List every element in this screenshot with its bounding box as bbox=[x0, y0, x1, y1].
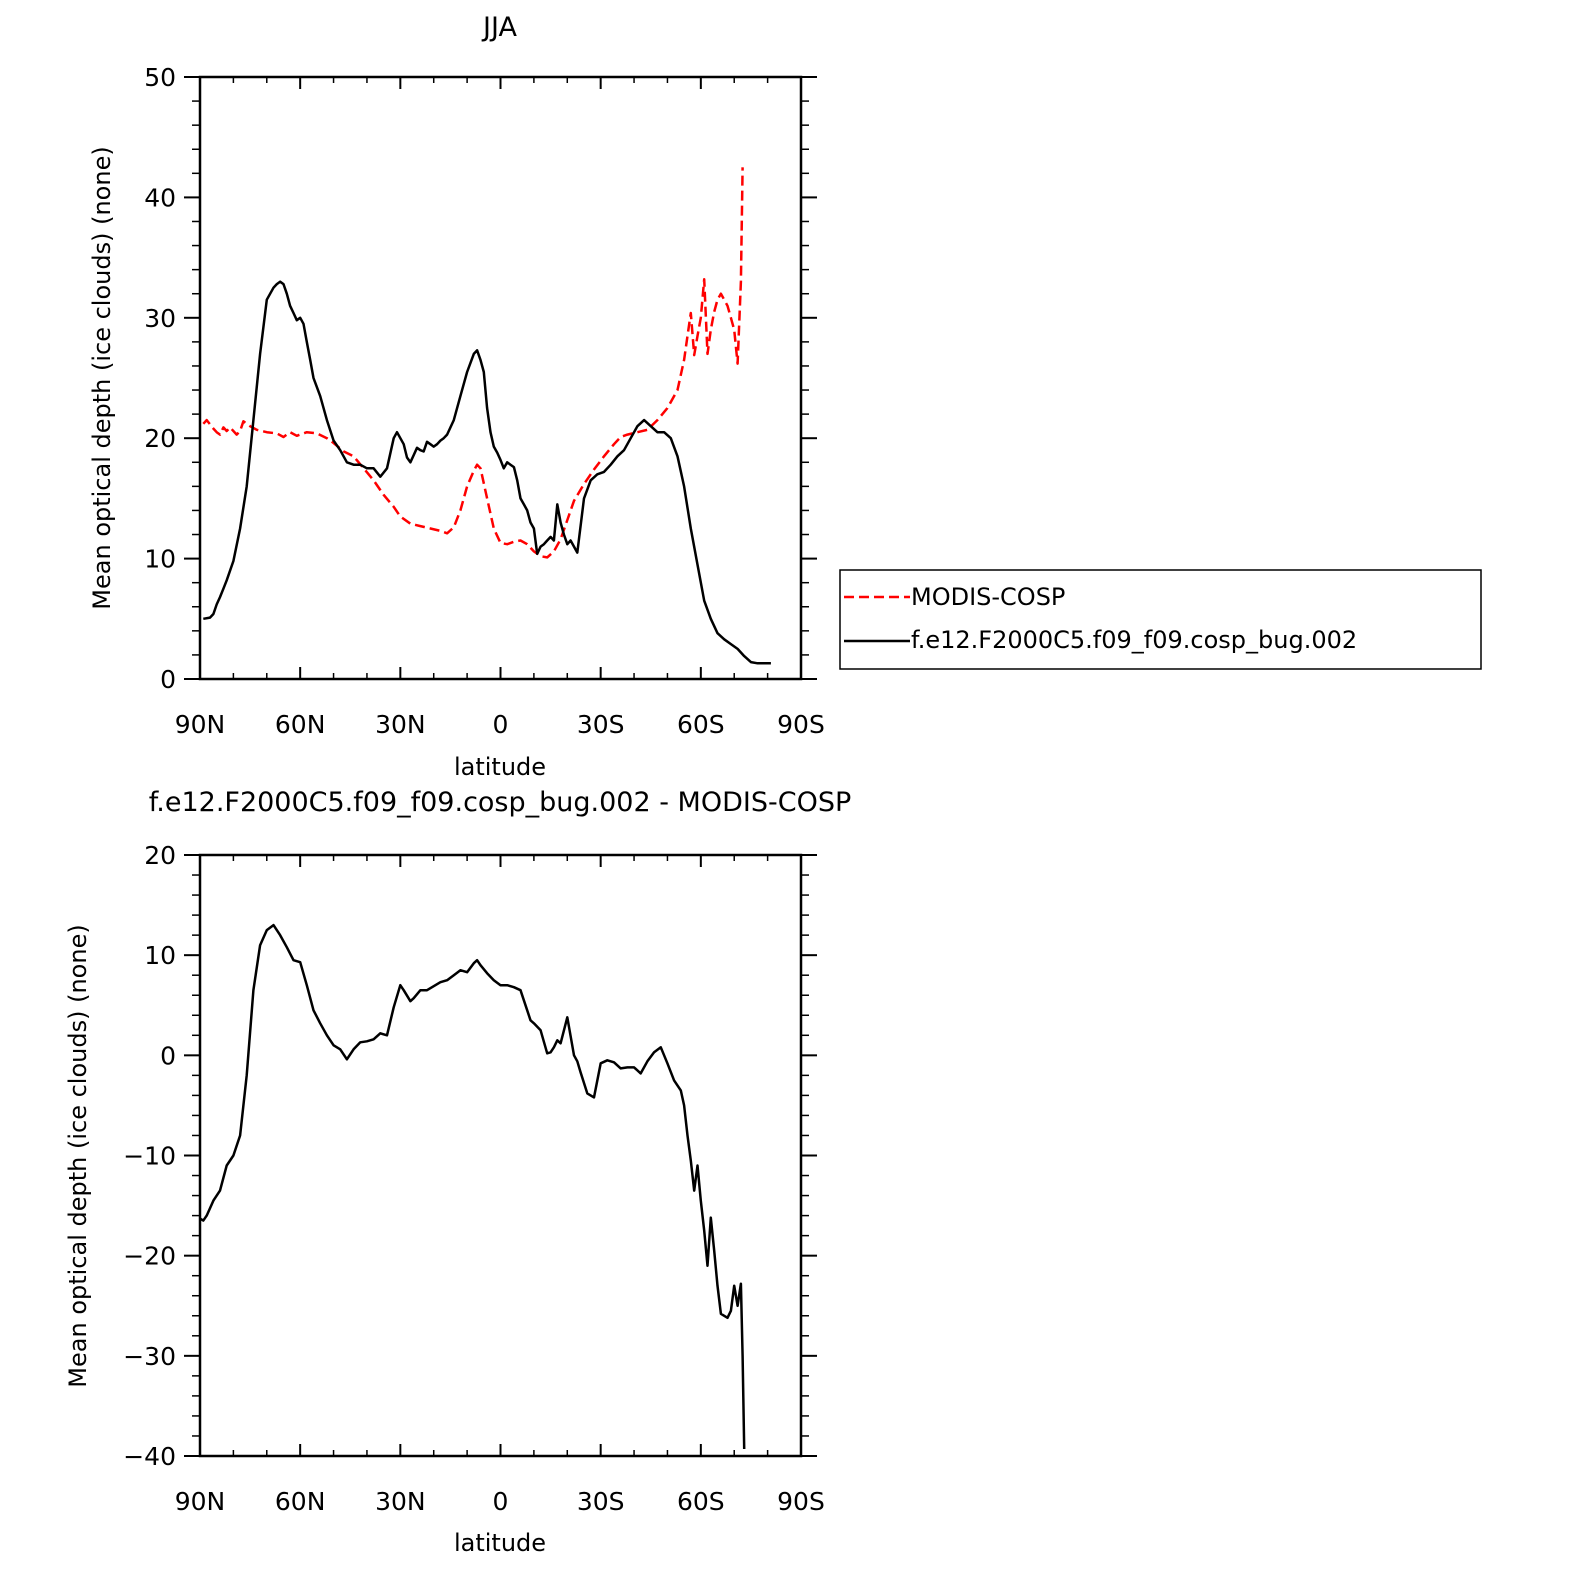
bottom-panel-series bbox=[199, 923, 746, 1450]
top-panel-title: JJA bbox=[481, 12, 517, 43]
top-x-tick-label: 90S bbox=[777, 710, 825, 739]
top-y-axis-title: Mean optical depth (ice clouds) (none) bbox=[88, 146, 116, 609]
top-y-tick-label: 30 bbox=[144, 304, 176, 333]
top-x-tick-label: 30N bbox=[375, 710, 426, 739]
top-y-tick-label: 20 bbox=[144, 424, 176, 453]
legend-label-modis-cosp: MODIS-COSP bbox=[911, 583, 1065, 611]
legend-box bbox=[839, 569, 1482, 670]
bottom-y-axis-title: Mean optical depth (ice clouds) (none) bbox=[64, 924, 92, 1387]
top-x-tick-label: 90N bbox=[175, 710, 226, 739]
bottom-x-tick-label: 30N bbox=[375, 1487, 426, 1516]
bottom-plot-frame bbox=[198, 853, 803, 1458]
top-y-tick-label: 0 bbox=[160, 665, 176, 694]
top-series-line-0 bbox=[202, 167, 744, 559]
bottom-y-tick-label: −10 bbox=[123, 1142, 176, 1171]
top-panel-ticks: 90N 60N 30N 0 30S 60S 90S 0 10 20 30 40 50 bbox=[144, 63, 825, 739]
top-x-tick-label: 30S bbox=[577, 710, 625, 739]
top-y-tick-label: 50 bbox=[144, 63, 176, 92]
bottom-y-tick-label: −40 bbox=[123, 1442, 176, 1471]
bottom-x-tick-label: 60N bbox=[275, 1487, 326, 1516]
top-x-tick-label: 60N bbox=[275, 710, 326, 739]
bottom-y-tick-label: −30 bbox=[123, 1342, 176, 1371]
bottom-y-tick-label: 20 bbox=[144, 841, 176, 870]
bottom-series-line-0 bbox=[199, 923, 746, 1450]
bottom-y-tick-label: 0 bbox=[160, 1041, 176, 1070]
bottom-panel-title: f.e12.F2000C5.f09_f09.cosp_bug.002 - MOD… bbox=[149, 787, 852, 818]
top-plot-frame bbox=[198, 75, 803, 681]
top-x-tick-label: 60S bbox=[677, 710, 725, 739]
top-x-tick-label: 0 bbox=[493, 710, 509, 739]
top-panel: JJA 90N 60N 30N 0 30S 60S 90S 0 10 20 30 40 50 latit… bbox=[88, 12, 1482, 781]
top-y-tick-label: 40 bbox=[144, 183, 176, 212]
top-y-tick-label: 10 bbox=[144, 545, 176, 574]
bottom-y-tick-label: 10 bbox=[144, 941, 176, 970]
legend-label-model: f.e12.F2000C5.f09_f09.cosp_bug.002 bbox=[911, 626, 1357, 654]
top-series-line-1 bbox=[203, 280, 771, 665]
bottom-x-tick-label: 60S bbox=[677, 1487, 725, 1516]
bottom-panel: f.e12.F2000C5.f09_f09.cosp_bug.002 - MOD… bbox=[64, 787, 851, 1557]
bottom-x-axis-title: latitude bbox=[454, 1529, 546, 1557]
bottom-y-tick-label: −20 bbox=[123, 1242, 176, 1271]
bottom-x-tick-label: 90S bbox=[777, 1487, 825, 1516]
bottom-x-tick-label: 0 bbox=[493, 1487, 509, 1516]
top-panel-series bbox=[202, 167, 771, 665]
top-x-axis-title: latitude bbox=[454, 753, 546, 781]
bottom-x-tick-label: 90N bbox=[175, 1487, 226, 1516]
top-panel-legend: MODIS-COSP f.e12.F2000C5.f09_f09.cosp_bu… bbox=[839, 569, 1482, 670]
bottom-x-tick-label: 30S bbox=[577, 1487, 625, 1516]
bottom-panel-ticks: 90N 60N 30N 0 30S 60S 90S −40 −30 −20 −10 0 10 20 bbox=[123, 841, 825, 1516]
